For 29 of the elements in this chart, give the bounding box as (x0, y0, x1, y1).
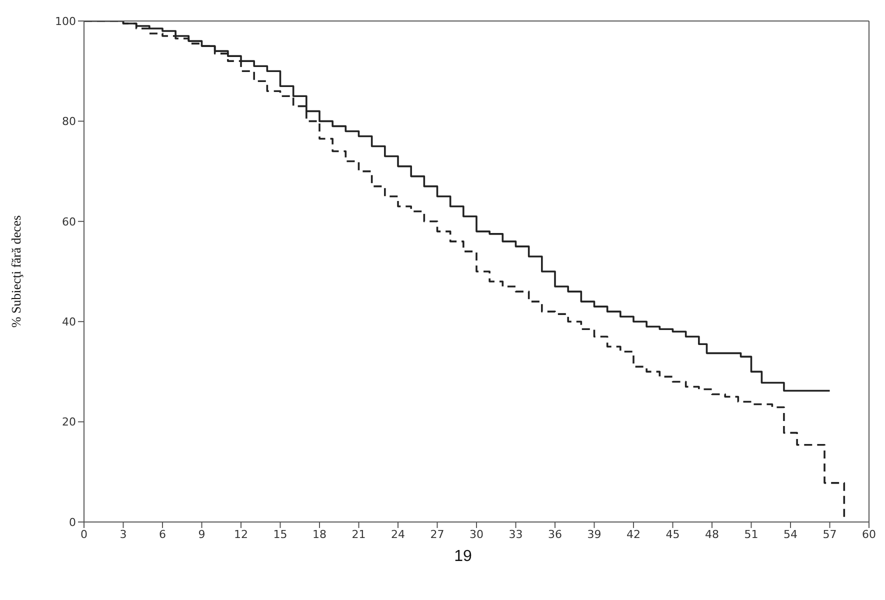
x-tick-label: 18 (312, 528, 326, 541)
y-axis-title: % Subiecţi fără deces (8, 215, 24, 328)
x-tick-label: 15 (273, 528, 288, 541)
x-tick-label: 60 (862, 528, 876, 541)
x-tick-label: 54 (784, 528, 798, 541)
x-tick-label: 3 (120, 528, 127, 541)
x-tick-label: 0 (80, 528, 88, 541)
x-tick-label: 21 (352, 528, 366, 541)
x-tick-label: 39 (587, 528, 602, 541)
y-tick-label: 80 (62, 115, 76, 128)
y-tick-label: 0 (69, 516, 76, 529)
x-tick-label: 48 (705, 528, 719, 541)
x-tick-label: 33 (508, 528, 523, 541)
x-tick-label: 12 (234, 528, 248, 541)
x-tick-label: 9 (198, 528, 206, 541)
x-tick-label: 6 (159, 528, 166, 541)
x-tick-label: 42 (626, 528, 640, 541)
x-tick-label: 36 (548, 528, 562, 541)
text: 19 (453, 548, 473, 566)
y-tick-label: 20 (62, 416, 76, 429)
x-tick-label: 30 (470, 528, 484, 541)
y-tick-label: 100 (55, 14, 76, 28)
x-tick-label: 57 (822, 528, 837, 541)
x-tick-label: 51 (744, 528, 758, 541)
x-tick-label: 45 (666, 528, 680, 541)
x-tick-label: 24 (391, 528, 405, 541)
y-tick-label: 40 (62, 316, 76, 329)
y-tick-label: 60 (62, 215, 76, 228)
x-tick-label: 27 (430, 528, 444, 541)
